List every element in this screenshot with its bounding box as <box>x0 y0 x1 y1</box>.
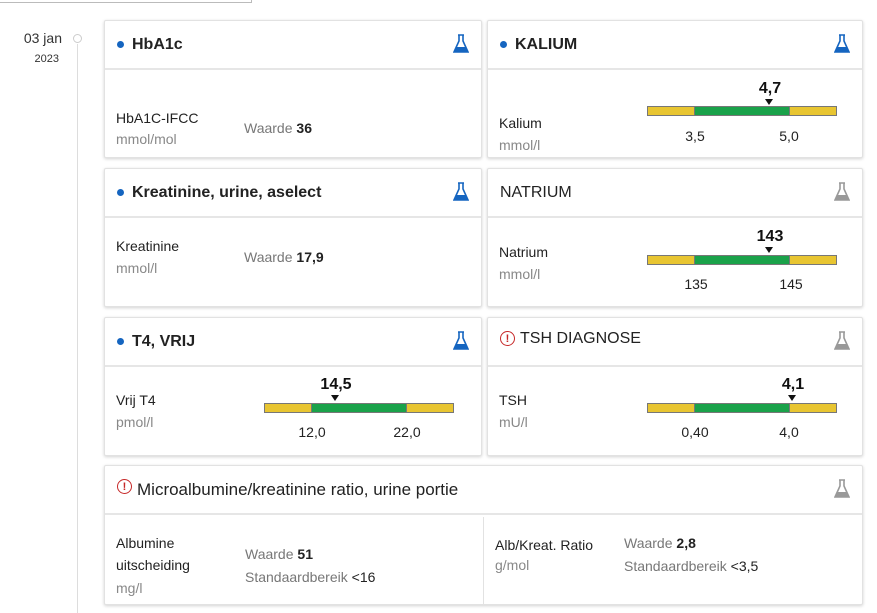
card-header: ! TSH DIAGNOSE <box>488 318 862 367</box>
card-header: KALIUM <box>488 21 862 70</box>
test-unit: mmol/l <box>499 266 541 282</box>
waarde: Waarde 51 <box>245 546 313 562</box>
range-low: 0,40 <box>681 424 709 440</box>
status-dot <box>500 41 507 48</box>
card-title: Microalbumine/kreatinine ratio, urine po… <box>137 479 459 499</box>
micro-body: Albumine uitscheiding mg/l Waarde 51 Sta… <box>105 517 862 604</box>
waarde-value: 2,8 <box>676 535 696 551</box>
result-marker <box>788 395 796 401</box>
range-high: 145 <box>779 276 803 292</box>
card-title: Kreatinine, urine, aselect <box>132 183 322 201</box>
test-name-line2: uitscheiding <box>116 557 190 573</box>
card-natrium[interactable]: NATRIUM Natrium mmol/l 143 135 145 <box>487 168 863 307</box>
test-name: Natrium <box>499 244 549 260</box>
alert-icon: ! <box>117 479 132 494</box>
test-unit: g/mol <box>495 557 530 573</box>
flask-gray-icon[interactable] <box>834 479 850 499</box>
test-name: Alb/Kreat. Ratio <box>495 537 594 553</box>
timeline-dot <box>73 34 82 43</box>
test-unit: mU/l <box>499 414 528 430</box>
flask-blue-icon[interactable] <box>834 34 850 54</box>
status-dot <box>117 189 124 196</box>
test-unit: mmol/mol <box>116 131 177 147</box>
result-marker <box>331 395 339 401</box>
flask-gray-icon[interactable] <box>834 182 850 202</box>
standaardbereik: Standaardbereik <3,5 <box>624 558 759 574</box>
alert-icon: ! <box>500 331 515 346</box>
card-title: KALIUM <box>515 35 578 53</box>
test-name: HbA1C-IFCC <box>116 110 199 126</box>
card-title: TSH DIAGNOSE <box>520 329 641 347</box>
card-kreatinine[interactable]: Kreatinine, urine, aselect Kreatinine mm… <box>104 168 482 307</box>
waarde: Waarde 36 <box>244 120 312 136</box>
test-unit: mmol/l <box>116 260 158 276</box>
card-title: T4, VRIJ <box>132 332 196 350</box>
range-high: 4,0 <box>779 424 799 440</box>
card-title: HbA1c <box>132 35 183 53</box>
card-hba1c[interactable]: HbA1c HbA1C-IFCC mmol/mol Waarde 36 <box>104 20 482 158</box>
waarde: Waarde 17,9 <box>244 249 324 265</box>
range-low: 135 <box>684 276 708 292</box>
test-name: Albumine <box>116 535 175 551</box>
result-marker <box>765 99 773 105</box>
test-name: Kalium <box>499 115 542 131</box>
status-dot <box>117 338 124 345</box>
range-high: 22,0 <box>393 424 421 440</box>
test-name: Kreatinine <box>116 238 180 254</box>
waarde-value: 51 <box>297 546 313 562</box>
result-value: 4,1 <box>781 376 805 393</box>
card-microalbumine[interactable]: ! Microalbumine/kreatinine ratio, urine … <box>104 465 863 605</box>
card-header: Kreatinine, urine, aselect <box>105 169 481 218</box>
card-header: ! Microalbumine/kreatinine ratio, urine … <box>105 466 862 515</box>
standaardbereik: Standaardbereik <16 <box>245 569 376 585</box>
result-value: 14,5 <box>320 376 352 393</box>
timeline-line <box>77 44 78 613</box>
card-kalium[interactable]: KALIUM Kalium mmol/l 4,7 3,5 5,0 <box>487 20 863 158</box>
range-low: 3,5 <box>685 128 705 144</box>
flask-blue-icon[interactable] <box>453 182 469 202</box>
card-header: HbA1c <box>105 21 481 70</box>
test-name: TSH <box>499 392 527 408</box>
divider <box>483 517 484 604</box>
test-unit: mmol/l <box>499 137 541 153</box>
date-year: 2023 <box>34 53 59 65</box>
result-marker <box>765 247 773 253</box>
result-value: 4,7 <box>758 80 782 97</box>
card-title: NATRIUM <box>500 183 572 201</box>
flask-blue-icon[interactable] <box>453 34 469 54</box>
range-high: 5,0 <box>779 128 799 144</box>
range-bar <box>647 106 837 116</box>
test-unit: mg/l <box>116 580 143 596</box>
status-dot <box>117 41 124 48</box>
range-value: <3,5 <box>730 558 759 574</box>
flask-gray-icon[interactable] <box>834 331 850 351</box>
date-day: 03 jan <box>23 30 62 46</box>
flask-blue-icon[interactable] <box>453 331 469 351</box>
range-bar <box>647 403 837 413</box>
range-bar <box>647 255 837 265</box>
waarde-value: 36 <box>296 120 312 136</box>
card-tsh[interactable]: ! TSH DIAGNOSE TSH mU/l 4,1 0,40 4,0 <box>487 317 863 456</box>
range-value: <16 <box>351 569 376 585</box>
card-header: T4, VRIJ <box>105 318 481 367</box>
waarde: Waarde 2,8 <box>624 535 696 551</box>
test-name: Vrij T4 <box>116 392 156 408</box>
range-low: 12,0 <box>298 424 326 440</box>
card-t4[interactable]: T4, VRIJ Vrij T4 pmol/l 14,5 12,0 22,0 <box>104 317 482 456</box>
card-header: NATRIUM <box>488 169 862 218</box>
result-value: 143 <box>756 228 784 245</box>
top-bar-edge <box>0 0 252 3</box>
waarde-value: 17,9 <box>296 249 324 265</box>
test-unit: pmol/l <box>116 414 154 430</box>
range-bar <box>264 403 454 413</box>
